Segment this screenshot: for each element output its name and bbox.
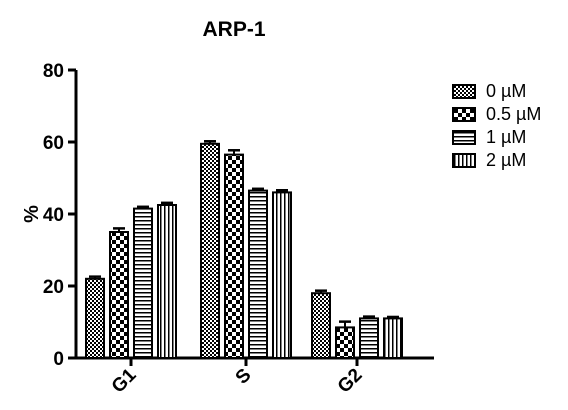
x-tick-label-s: S <box>232 365 256 389</box>
legend: 0 µM 0.5 µM 1 µM 2 µM <box>452 80 541 172</box>
legend-swatch-fine-check <box>452 84 476 99</box>
bar-s-series-2 <box>224 153 244 359</box>
legend-item-2: 0.5 µM <box>452 103 541 126</box>
legend-label: 1 µM <box>486 127 527 147</box>
y-tick-label: 20 <box>43 277 64 298</box>
y-tick-label: 0 <box>53 349 64 370</box>
bar-g2-series-4 <box>383 317 403 359</box>
bar-g2-series-1 <box>311 292 331 360</box>
bar-g2-series-3 <box>359 317 379 359</box>
legend-item-3: 1 µM <box>452 126 541 149</box>
bar-g1-series-4 <box>157 204 177 359</box>
legend-swatch-coarse-check <box>452 107 476 122</box>
y-tick-label: 80 <box>43 61 64 82</box>
bar-s-series-4 <box>272 191 292 359</box>
legend-swatch-vertical <box>452 153 476 168</box>
legend-swatch-horizontal <box>452 130 476 145</box>
legend-item-4: 2 µM <box>452 149 541 172</box>
chart-title: ARP-1 <box>202 18 266 41</box>
y-axis-label: % <box>21 205 43 223</box>
bar-s-series-3 <box>248 189 268 359</box>
legend-label: 2 µM <box>486 150 527 170</box>
x-tick-label-g1: G1 <box>108 364 141 397</box>
x-tick-label-g2: G2 <box>334 365 367 398</box>
legend-label: 0 µM <box>486 81 527 101</box>
legend-item-1: 0 µM <box>452 80 541 103</box>
bar-g1-series-3 <box>133 207 153 359</box>
y-tick-label: 60 <box>43 133 64 154</box>
bar-g2-series-2 <box>335 326 355 359</box>
legend-label: 0.5 µM <box>486 104 542 124</box>
bar-s-series-1 <box>200 142 220 359</box>
bar-g1-series-2 <box>109 231 129 359</box>
bar-g1-series-1 <box>85 277 105 359</box>
y-tick-label: 40 <box>43 205 64 226</box>
